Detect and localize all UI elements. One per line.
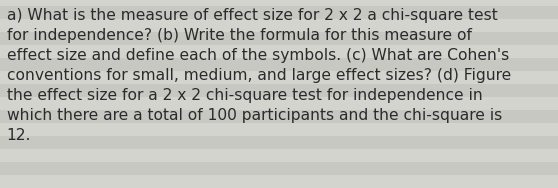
- FancyBboxPatch shape: [0, 0, 558, 6]
- FancyBboxPatch shape: [0, 45, 558, 58]
- Text: a) What is the measure of effect size for 2 x 2 a chi-square test
for independen: a) What is the measure of effect size fo…: [7, 8, 511, 143]
- FancyBboxPatch shape: [0, 123, 558, 136]
- FancyBboxPatch shape: [0, 175, 558, 188]
- FancyBboxPatch shape: [0, 149, 558, 162]
- FancyBboxPatch shape: [0, 19, 558, 32]
- FancyBboxPatch shape: [0, 97, 558, 110]
- FancyBboxPatch shape: [0, 71, 558, 84]
